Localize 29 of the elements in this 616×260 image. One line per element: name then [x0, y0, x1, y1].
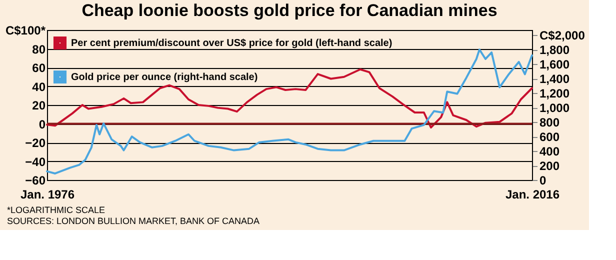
y-tick-label: −60 [25, 174, 46, 188]
x-tick-label: Jan. 2016 [505, 188, 560, 202]
text: *LOGARITHMIC SCALE [7, 205, 106, 215]
y2-tick-label: 1,600 [540, 58, 570, 72]
y-tick-label: −40 [25, 154, 46, 169]
y2-tick-label: 0 [540, 174, 546, 188]
y2-tick-label: 1,200 [540, 86, 570, 101]
y2-tick-label: 1,800 [540, 43, 570, 58]
legend-label: Per cent premium/discount over US$ price for gold (left-hand scale) [71, 38, 392, 49]
y2-tick-label: 200 [540, 159, 560, 174]
chart-title: Cheap loonie boosts gold price for Canadian mines [82, 1, 498, 20]
line-series [46, 68, 533, 128]
legend-label: Gold price per ounce (right-hand scale) [71, 72, 258, 83]
y2-tick-label: 400 [540, 144, 560, 159]
x-tick-label: Jan. 1976 [20, 188, 75, 202]
line-series [46, 48, 533, 174]
y-tick-label: 40 [32, 80, 46, 94]
y-tick-label: 60 [32, 61, 46, 75]
y-tick-label: 80 [32, 42, 46, 56]
y2-tick-label: 1,400 [540, 72, 570, 86]
y-tick-label: −20 [25, 136, 46, 150]
y2-tick-label: C$2,000 [540, 28, 586, 43]
y2-tick-label: 600 [540, 130, 560, 144]
source-note: SOURCES: LONDON BULLION MARKET, BANK OF CANADA [7, 216, 260, 226]
y-tick-label: 20 [32, 98, 46, 112]
y2-tick-label: 1,000 [540, 101, 570, 116]
y-tick-label: C$100* [5, 24, 46, 38]
y-tick-label: 0 [38, 117, 46, 132]
y2-tick-label: 800 [540, 116, 560, 130]
